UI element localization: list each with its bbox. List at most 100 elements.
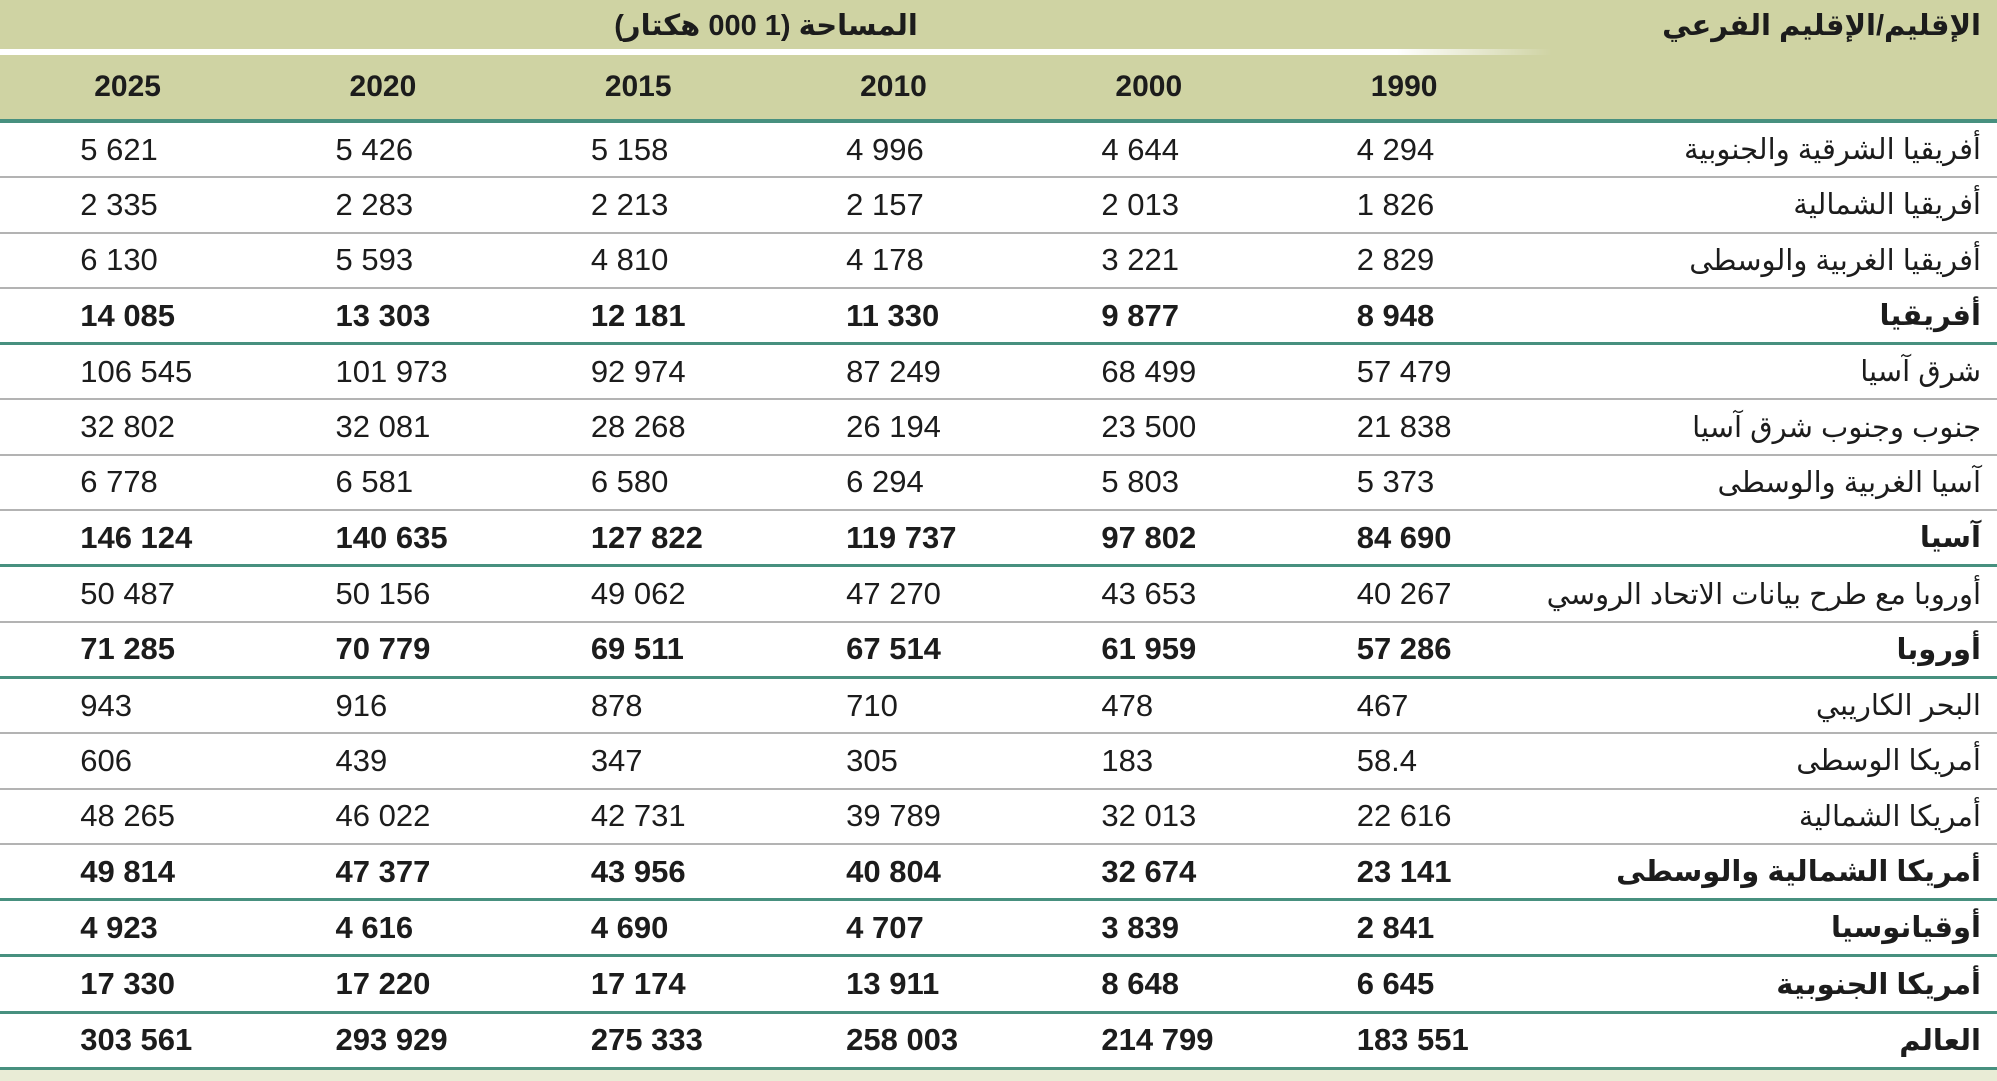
value-cell: 4 644 — [1101, 131, 1179, 167]
value-cell: 101 973 — [335, 353, 448, 389]
table-row-total: آسيا 84 690 97 802 119 737 127 822 140 6… — [0, 511, 1997, 568]
footer-strip — [0, 1070, 1997, 1081]
value-cell: 43 956 — [590, 853, 686, 889]
value-cell: 5 373 — [1356, 464, 1435, 500]
value-cell: 49 062 — [590, 576, 686, 612]
value-cell: 21 838 — [1356, 409, 1452, 445]
value-cell: 293 929 — [335, 1022, 448, 1058]
table-row: آسيا الغربية والوسطى 5 373 5 803 6 294 6… — [0, 455, 1997, 512]
value-cell: 48 265 — [80, 798, 176, 834]
value-cell: 2 335 — [80, 186, 158, 222]
value-cell: 6 778 — [80, 464, 158, 500]
value-cell: 5 593 — [335, 242, 414, 278]
table-row-total: أوقيانوسيا 2 841 3 839 4 707 4 690 4 616… — [0, 901, 1997, 958]
region-cell: أوقيانوسيا — [1831, 912, 1981, 945]
value-cell: 467 — [1356, 687, 1409, 723]
value-cell: 2 157 — [846, 186, 924, 222]
value-cell: 39 789 — [846, 798, 941, 834]
value-cell: 46 022 — [335, 798, 431, 834]
table-row: جنوب وجنوب شرق آسيا 21 838 23 500 26 194… — [0, 400, 1997, 456]
table-row: شرق آسيا 57 479 68 499 87 249 92 974 101… — [0, 345, 1997, 401]
value-cell: 32 013 — [1101, 798, 1197, 834]
value-cell: 4 707 — [846, 909, 924, 945]
value-cell: 84 690 — [1356, 519, 1452, 555]
year-header-2020: 2020 — [349, 70, 417, 103]
region-cell: أفريقيا الشرقية والجنوبية — [1683, 134, 1981, 167]
value-cell: 127 822 — [590, 519, 703, 555]
value-cell: 5 803 — [1101, 464, 1179, 500]
value-cell: 71 285 — [80, 631, 176, 667]
value-cell: 67 514 — [846, 631, 941, 667]
value-cell: 6 645 — [1356, 966, 1435, 1002]
value-cell: 17 174 — [590, 966, 686, 1002]
region-header-spacer — [1532, 55, 1997, 119]
value-cell: 50 487 — [80, 576, 176, 612]
region-cell: أوروبا مع طرح بيانات الاتحاد الروسي — [1546, 578, 1981, 611]
region-cell: آسيا — [1919, 522, 1981, 555]
value-cell: 47 377 — [335, 853, 431, 889]
value-cell: 943 — [80, 687, 132, 723]
value-cell: 2 213 — [590, 186, 669, 222]
value-cell: 23 500 — [1101, 409, 1197, 445]
year-header-2000: 2000 — [1115, 70, 1183, 103]
value-cell: 70 779 — [335, 631, 431, 667]
value-cell: 43 653 — [1101, 576, 1197, 612]
value-cell: 23 141 — [1356, 853, 1452, 889]
year-header-2010: 2010 — [860, 70, 927, 103]
value-cell: 4 923 — [80, 909, 158, 945]
value-cell: 3 839 — [1101, 909, 1179, 945]
value-cell: 9 877 — [1101, 297, 1179, 333]
value-cell: 347 — [590, 742, 643, 778]
value-cell: 32 674 — [1101, 853, 1197, 889]
value-cell: 32 081 — [335, 409, 431, 445]
value-cell: 2 829 — [1356, 242, 1435, 278]
region-cell: أمريكا الوسطى — [1796, 745, 1981, 778]
value-cell: 1 826 — [1356, 186, 1435, 222]
value-cell: 4 178 — [846, 242, 924, 278]
value-cell: 5 621 — [80, 131, 158, 167]
value-cell: 42 731 — [590, 798, 686, 834]
value-cell: 22 616 — [1356, 798, 1452, 834]
value-cell: 305 — [846, 742, 898, 778]
value-cell: 4 996 — [846, 131, 924, 167]
year-header-2015: 2015 — [604, 70, 672, 103]
region-cell: أمريكا الشمالية والوسطى — [1616, 856, 1981, 888]
value-cell: 6 294 — [846, 464, 924, 500]
year-header-1990: 1990 — [1370, 70, 1438, 103]
region-cell: أفريقيا الغربية والوسطى — [1689, 244, 1981, 277]
value-cell: 183 551 — [1356, 1022, 1469, 1058]
value-cell: 5 426 — [335, 131, 414, 167]
value-cell: 6 581 — [335, 464, 414, 500]
table-row: أوروبا مع طرح بيانات الاتحاد الروسي 40 2… — [0, 567, 1997, 623]
value-cell: 2 283 — [335, 186, 414, 222]
region-cell: أمريكا الشمالية — [1798, 800, 1981, 833]
region-cell: أمريكا الجنوبية — [1776, 968, 1981, 1001]
region-cell: البحر الكاريبي — [1815, 690, 1981, 723]
value-cell: 146 124 — [80, 519, 193, 555]
value-cell: 140 635 — [335, 519, 448, 555]
table-row: أفريقيا الشمالية 1 826 2 013 2 157 2 213… — [0, 178, 1997, 234]
table-row-total: أمريكا الشمالية والوسطى 23 141 32 674 40… — [0, 844, 1997, 902]
value-cell: 710 — [846, 687, 898, 723]
value-cell: 4 616 — [335, 909, 414, 945]
table-row-total: أوروبا 57 286 61 959 67 514 69 511 70 77… — [0, 622, 1997, 679]
value-cell: 12 181 — [590, 297, 686, 333]
value-cell: 214 799 — [1101, 1022, 1214, 1058]
value-cell: 3 221 — [1101, 242, 1179, 278]
region-column-header: الإقليم/الإقليم الفرعي — [1662, 9, 1981, 42]
value-cell: 478 — [1101, 687, 1154, 723]
value-cell: 2 013 — [1101, 186, 1179, 222]
value-cell: 69 511 — [590, 631, 684, 667]
value-cell: 4 294 — [1356, 131, 1435, 167]
value-cell: 183 — [1101, 742, 1154, 778]
table-header: المساحة (1 000 هكتار) الإقليم/الإقليم ال… — [0, 0, 1997, 123]
value-cell: 57 286 — [1356, 631, 1452, 667]
value-cell: 258 003 — [846, 1022, 959, 1058]
value-cell: 11 330 — [846, 297, 940, 333]
value-cell: 47 270 — [846, 576, 941, 612]
value-cell: 275 333 — [590, 1022, 703, 1058]
value-cell: 68 499 — [1101, 353, 1197, 389]
value-cell: 57 479 — [1356, 353, 1452, 389]
value-cell: 303 561 — [80, 1022, 193, 1058]
